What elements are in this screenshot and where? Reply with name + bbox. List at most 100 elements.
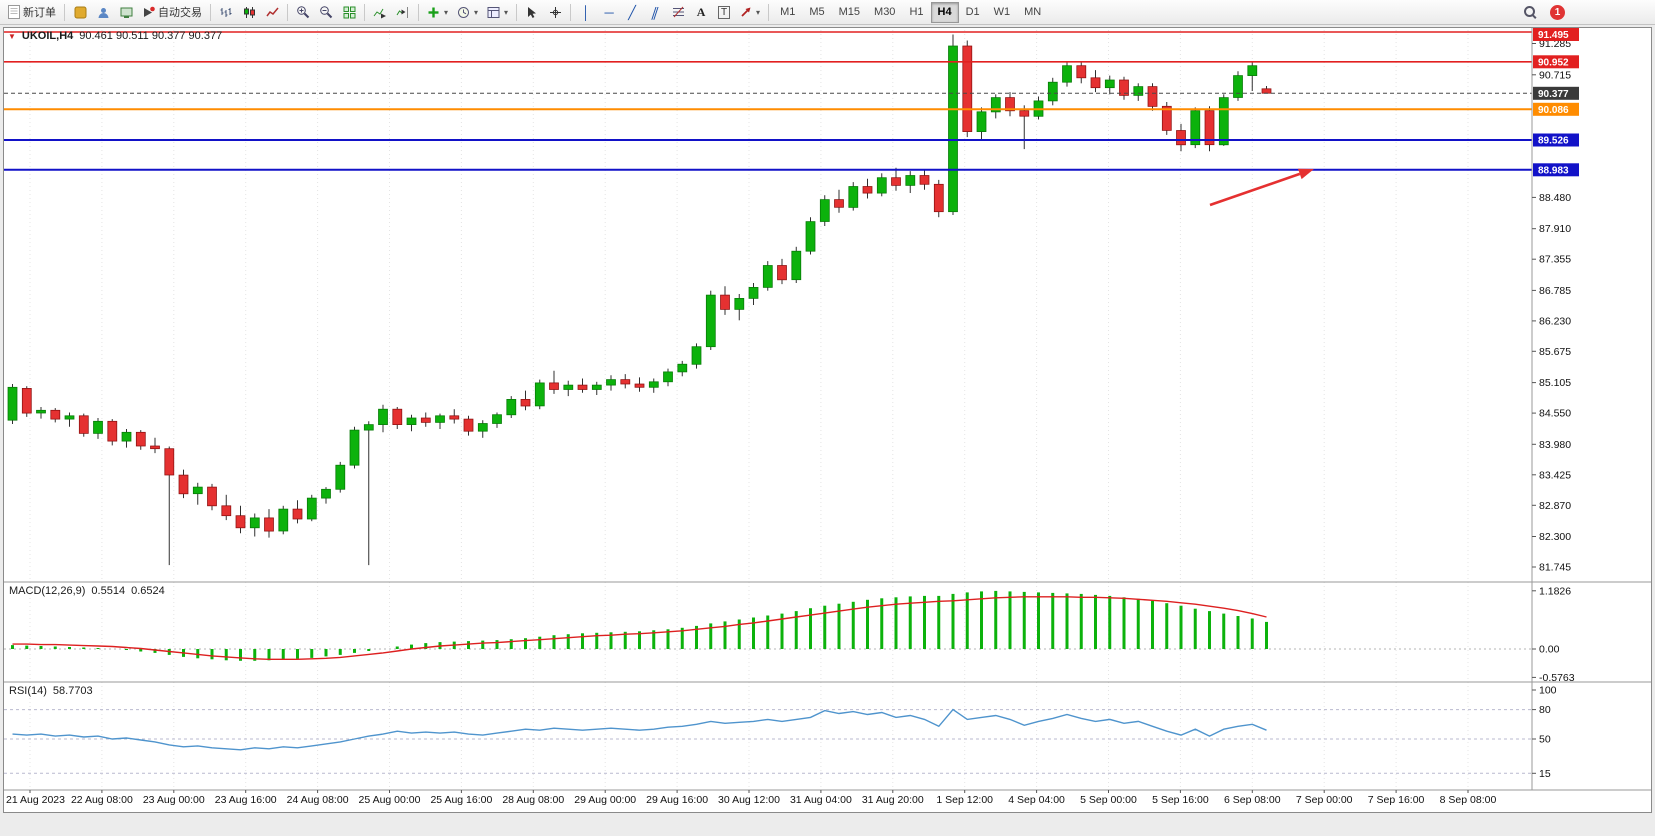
svg-text:1 Sep 12:00: 1 Sep 12:00 (936, 794, 993, 806)
toolbar-separator (768, 3, 770, 21)
svg-text:5 Sep 00:00: 5 Sep 00:00 (1080, 794, 1137, 806)
levels-layer (4, 31, 1532, 171)
autotrading-label: 自动交易 (158, 7, 202, 19)
zoom-out-button[interactable] (315, 2, 337, 23)
terminal-button[interactable] (115, 2, 137, 23)
arrows-tool-button[interactable]: ▾ (736, 2, 764, 23)
autoscroll-button[interactable] (369, 2, 391, 23)
arrow-annotation[interactable] (1209, 168, 1314, 207)
svg-text:83.425: 83.425 (1539, 469, 1571, 481)
candlestick-chart-button[interactable] (238, 2, 260, 23)
vertical-line-button[interactable]: │ (575, 2, 597, 23)
svg-text:25 Aug 00:00: 25 Aug 00:00 (359, 794, 421, 806)
channel-button[interactable]: ∥ (644, 2, 666, 23)
channel-icon: ∥ (649, 4, 661, 20)
bar-chart-icon (220, 7, 232, 17)
svg-text:82.870: 82.870 (1539, 500, 1571, 512)
toolbar: 新订单 自动交易 (0, 0, 1655, 25)
periods-caret-icon: ▾ (474, 7, 479, 17)
price-axis[interactable] (1532, 28, 1651, 790)
chart-plot-area[interactable] (4, 28, 1532, 582)
search-button[interactable] (1519, 2, 1541, 23)
periods-button[interactable]: ▾ (453, 2, 482, 23)
zoom-in-button[interactable] (292, 2, 314, 23)
svg-text:90.086: 90.086 (1538, 105, 1569, 116)
svg-text:0.00: 0.00 (1539, 644, 1560, 656)
candlestick-chart-icon (243, 6, 255, 18)
text-tool-icon: A (696, 4, 706, 19)
timeframe-M30[interactable]: M30 (874, 6, 896, 18)
tile-windows-icon (343, 6, 355, 18)
crosshair-button[interactable] (544, 2, 566, 23)
timeframe-D1[interactable]: D1 (965, 6, 980, 18)
svg-text:89.526: 89.526 (1538, 136, 1569, 147)
svg-text:83.980: 83.980 (1539, 439, 1571, 451)
indicators-button[interactable]: ▾ (423, 2, 452, 23)
line-chart-button[interactable] (261, 2, 283, 23)
crosshair-icon (549, 6, 561, 18)
label-tool-button[interactable]: T (713, 2, 735, 23)
svg-text:87.910: 87.910 (1539, 223, 1571, 235)
zoom-out-icon (320, 6, 333, 19)
timeframe-H1[interactable]: H1 (909, 6, 924, 18)
svg-text:91.495: 91.495 (1538, 30, 1569, 41)
svg-text:15: 15 (1539, 768, 1551, 780)
timeframe-M15[interactable]: M15 (838, 6, 861, 18)
timeframe-MN[interactable]: MN (1024, 6, 1042, 18)
new-order-label: 新订单 (23, 7, 56, 19)
toolbar-separator (418, 3, 419, 21)
svg-text:21 Aug 2023: 21 Aug 2023 (6, 794, 65, 806)
autotrading-button[interactable]: 自动交易 (138, 2, 206, 23)
time-axis[interactable] (4, 790, 1651, 812)
macd-panel-area[interactable] (4, 582, 1532, 682)
terminal-icon (120, 7, 132, 18)
rsi-panel-area[interactable] (4, 682, 1532, 790)
chart-canvas: 91.28590.71588.48087.91087.35586.78586.2… (4, 28, 1651, 812)
timeframe-group: M1 M5 M15 M30 H1 H4 D1 W1 MN (773, 1, 1048, 23)
fibonacci-icon (672, 6, 684, 17)
timeframe-W1[interactable]: W1 (993, 6, 1011, 18)
cursor-button[interactable] (521, 2, 543, 23)
svg-text:86.230: 86.230 (1539, 315, 1571, 327)
horizontal-line-button[interactable]: ─ (598, 2, 620, 23)
svg-text:88.983: 88.983 (1538, 165, 1569, 176)
chart-shift-button[interactable] (392, 2, 414, 23)
svg-text:30 Aug 12:00: 30 Aug 12:00 (718, 794, 780, 806)
templates-button[interactable]: ▾ (483, 2, 512, 23)
navigator-icon (98, 7, 108, 18)
rsi-layer (4, 708, 1532, 774)
price-axis-labels: 91.28590.71588.48087.91087.35586.78586.2… (1532, 28, 1579, 780)
svg-text:23 Aug 16:00: 23 Aug 16:00 (215, 794, 277, 806)
svg-text:82.300: 82.300 (1539, 531, 1571, 543)
fibonacci-button[interactable] (667, 2, 689, 23)
svg-text:29 Aug 16:00: 29 Aug 16:00 (646, 794, 708, 806)
svg-text:7 Sep 00:00: 7 Sep 00:00 (1296, 794, 1353, 806)
trendline-button[interactable]: ╱ (621, 2, 643, 23)
templates-icon (487, 6, 500, 18)
new-order-button[interactable]: 新订单 (4, 2, 60, 23)
notification-badge[interactable]: 1 (1550, 4, 1565, 20)
tile-windows-button[interactable] (338, 2, 360, 23)
svg-text:80: 80 (1539, 704, 1551, 716)
svg-text:50: 50 (1539, 734, 1551, 746)
market-watch-button[interactable] (69, 2, 91, 23)
navigator-button[interactable] (92, 2, 114, 23)
timeframe-M5[interactable]: M5 (809, 6, 825, 18)
svg-text:85.105: 85.105 (1539, 377, 1571, 389)
toolbar-separator (210, 3, 211, 21)
chart-shift-icon (396, 6, 408, 18)
macd-layer (4, 590, 1532, 661)
timeframe-M1[interactable]: M1 (780, 6, 796, 18)
arrows-caret-icon: ▾ (756, 7, 761, 17)
svg-text:88.480: 88.480 (1539, 192, 1571, 204)
svg-text:29 Aug 00:00: 29 Aug 00:00 (574, 794, 636, 806)
toolbar-separator (516, 3, 518, 21)
bar-chart-button[interactable] (215, 2, 237, 23)
text-tool-button[interactable]: A (690, 2, 712, 23)
autotrading-icon (144, 6, 155, 17)
timeframe-H4[interactable]: H4 (930, 1, 959, 23)
toolbar-separator (364, 3, 365, 21)
svg-text:87.355: 87.355 (1539, 254, 1571, 266)
svg-text:6 Sep 08:00: 6 Sep 08:00 (1224, 794, 1281, 806)
